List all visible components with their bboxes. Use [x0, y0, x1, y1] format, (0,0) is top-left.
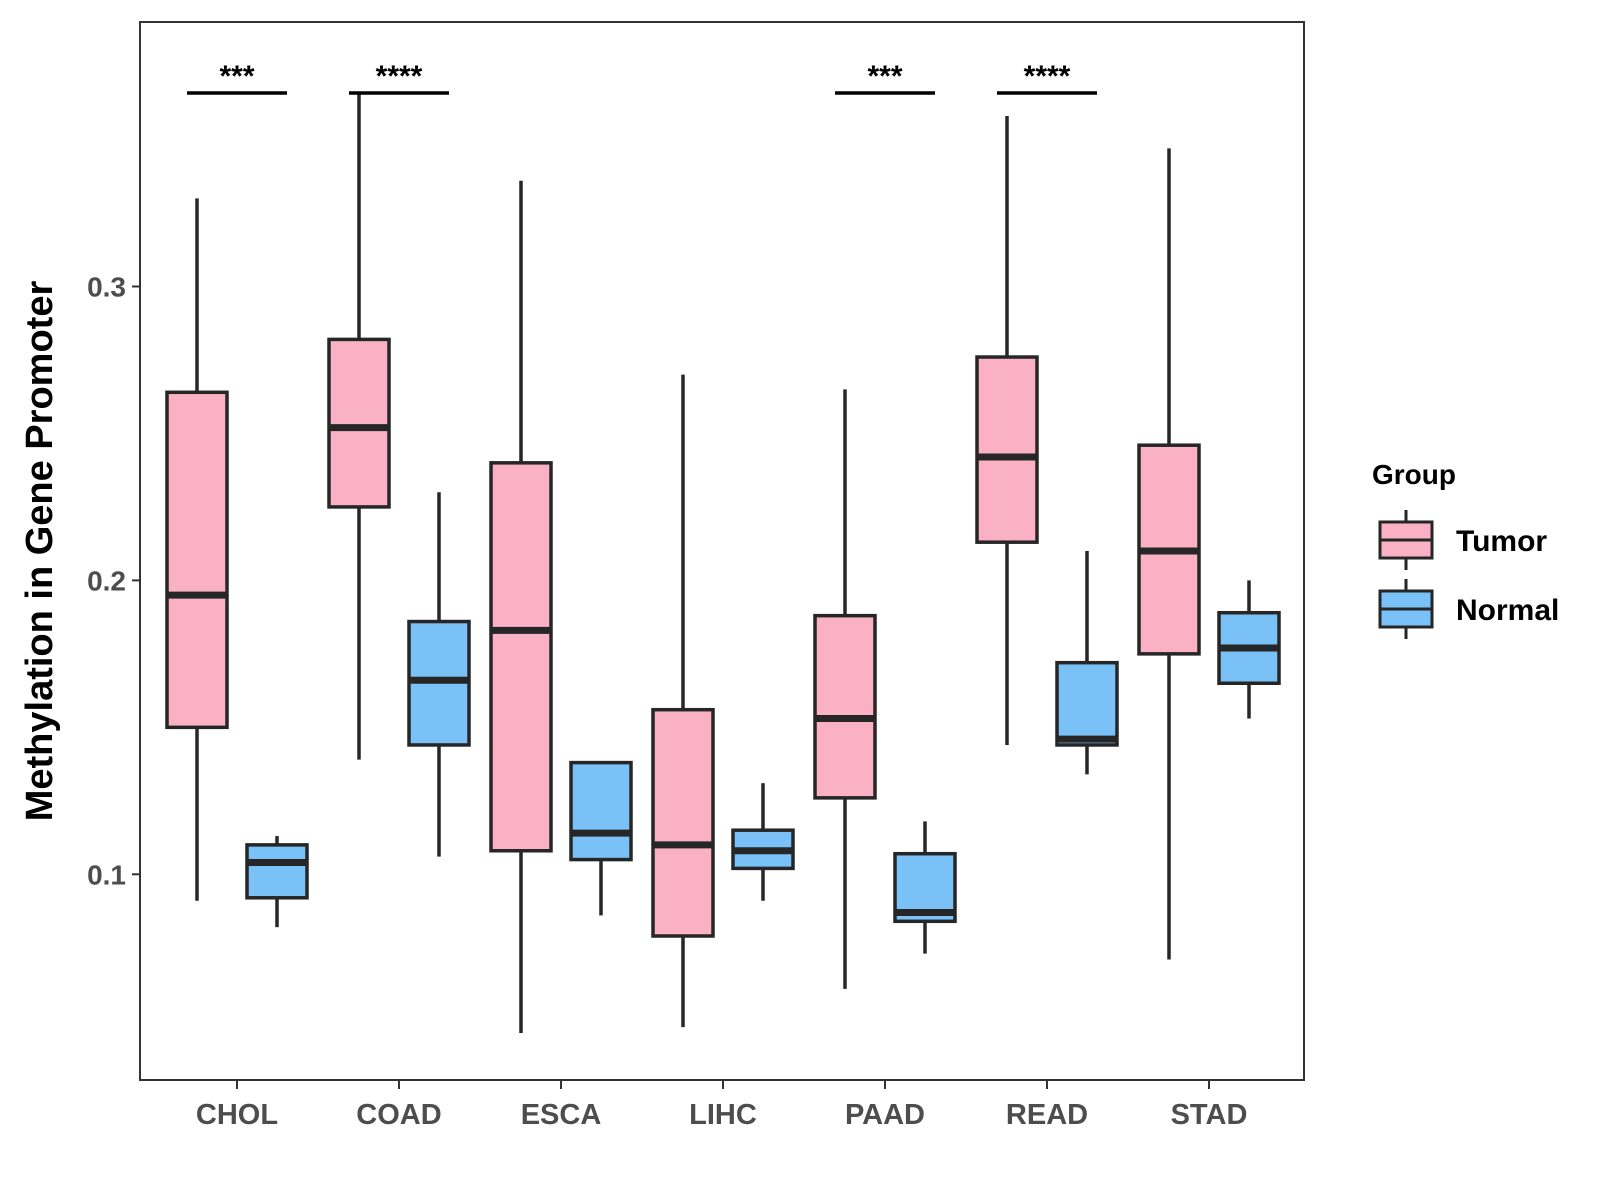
x-tick-label: STAD: [1171, 1099, 1248, 1131]
significance-label: ****: [376, 60, 423, 93]
box-tumor-coad: [327, 92, 391, 760]
box-body: [813, 613, 877, 800]
box-normal-chol: [245, 836, 309, 928]
legend-label: Tumor: [1456, 525, 1547, 558]
y-axis-title: Methylation in Gene Promoter: [19, 281, 61, 822]
box-body: [1055, 660, 1119, 747]
plot-area: *** **** *** ****: [139, 21, 1305, 1081]
box-tumor-paad: [813, 389, 877, 989]
y-tick-label: 0.2: [87, 565, 126, 596]
box-body: [245, 843, 309, 900]
box-body: [651, 707, 715, 938]
box-normal-lihc: [731, 783, 795, 901]
box-tumor-stad: [1137, 148, 1201, 960]
box-body: [489, 461, 553, 853]
legend-label: Normal: [1456, 594, 1559, 627]
significance-read: ****: [997, 60, 1097, 95]
significance-label: ***: [219, 60, 254, 93]
box-normal-coad: [407, 492, 471, 857]
legend-title: Group: [1372, 459, 1456, 490]
y-tick-label: 0.1: [87, 859, 126, 890]
axes: 0.1 0.2 0.3 CHOL COAD ESCA LIHC PAAD READ STAD Met…: [19, 272, 1247, 1132]
box-body: [569, 760, 633, 862]
x-tick-label: READ: [1006, 1099, 1088, 1131]
box-body: [327, 337, 391, 509]
significance-coad: ****: [349, 60, 449, 95]
legend-item-normal: Normal: [1378, 579, 1559, 639]
significance-chol: ***: [187, 60, 287, 95]
x-tick-label: ESCA: [521, 1099, 602, 1131]
box-normal-stad: [1217, 580, 1281, 719]
box-body: [975, 355, 1039, 544]
significance-label: ***: [867, 60, 902, 93]
panel-border: [139, 21, 1305, 1081]
x-tick-label: COAD: [356, 1099, 441, 1131]
box-normal-esca: [569, 760, 633, 916]
x-tick-label: LIHC: [689, 1099, 757, 1131]
y-tick-label: 0.3: [87, 272, 126, 303]
legend-item-tumor: Tumor: [1378, 510, 1547, 570]
legend: Group Tumor Normal: [1372, 459, 1559, 639]
significance-paad: ***: [835, 60, 935, 95]
x-tick-label: CHOL: [196, 1099, 278, 1131]
box-tumor-chol: [165, 198, 229, 901]
significance-label: ****: [1024, 60, 1071, 93]
box-body: [165, 390, 229, 730]
box-tumor-esca: [489, 180, 553, 1033]
x-tick-label: PAAD: [845, 1099, 925, 1131]
box-tumor-lihc: [651, 374, 715, 1028]
box-normal-read: [1055, 551, 1119, 775]
box-tumor-read: [975, 116, 1039, 745]
box-normal-paad: [893, 821, 957, 954]
